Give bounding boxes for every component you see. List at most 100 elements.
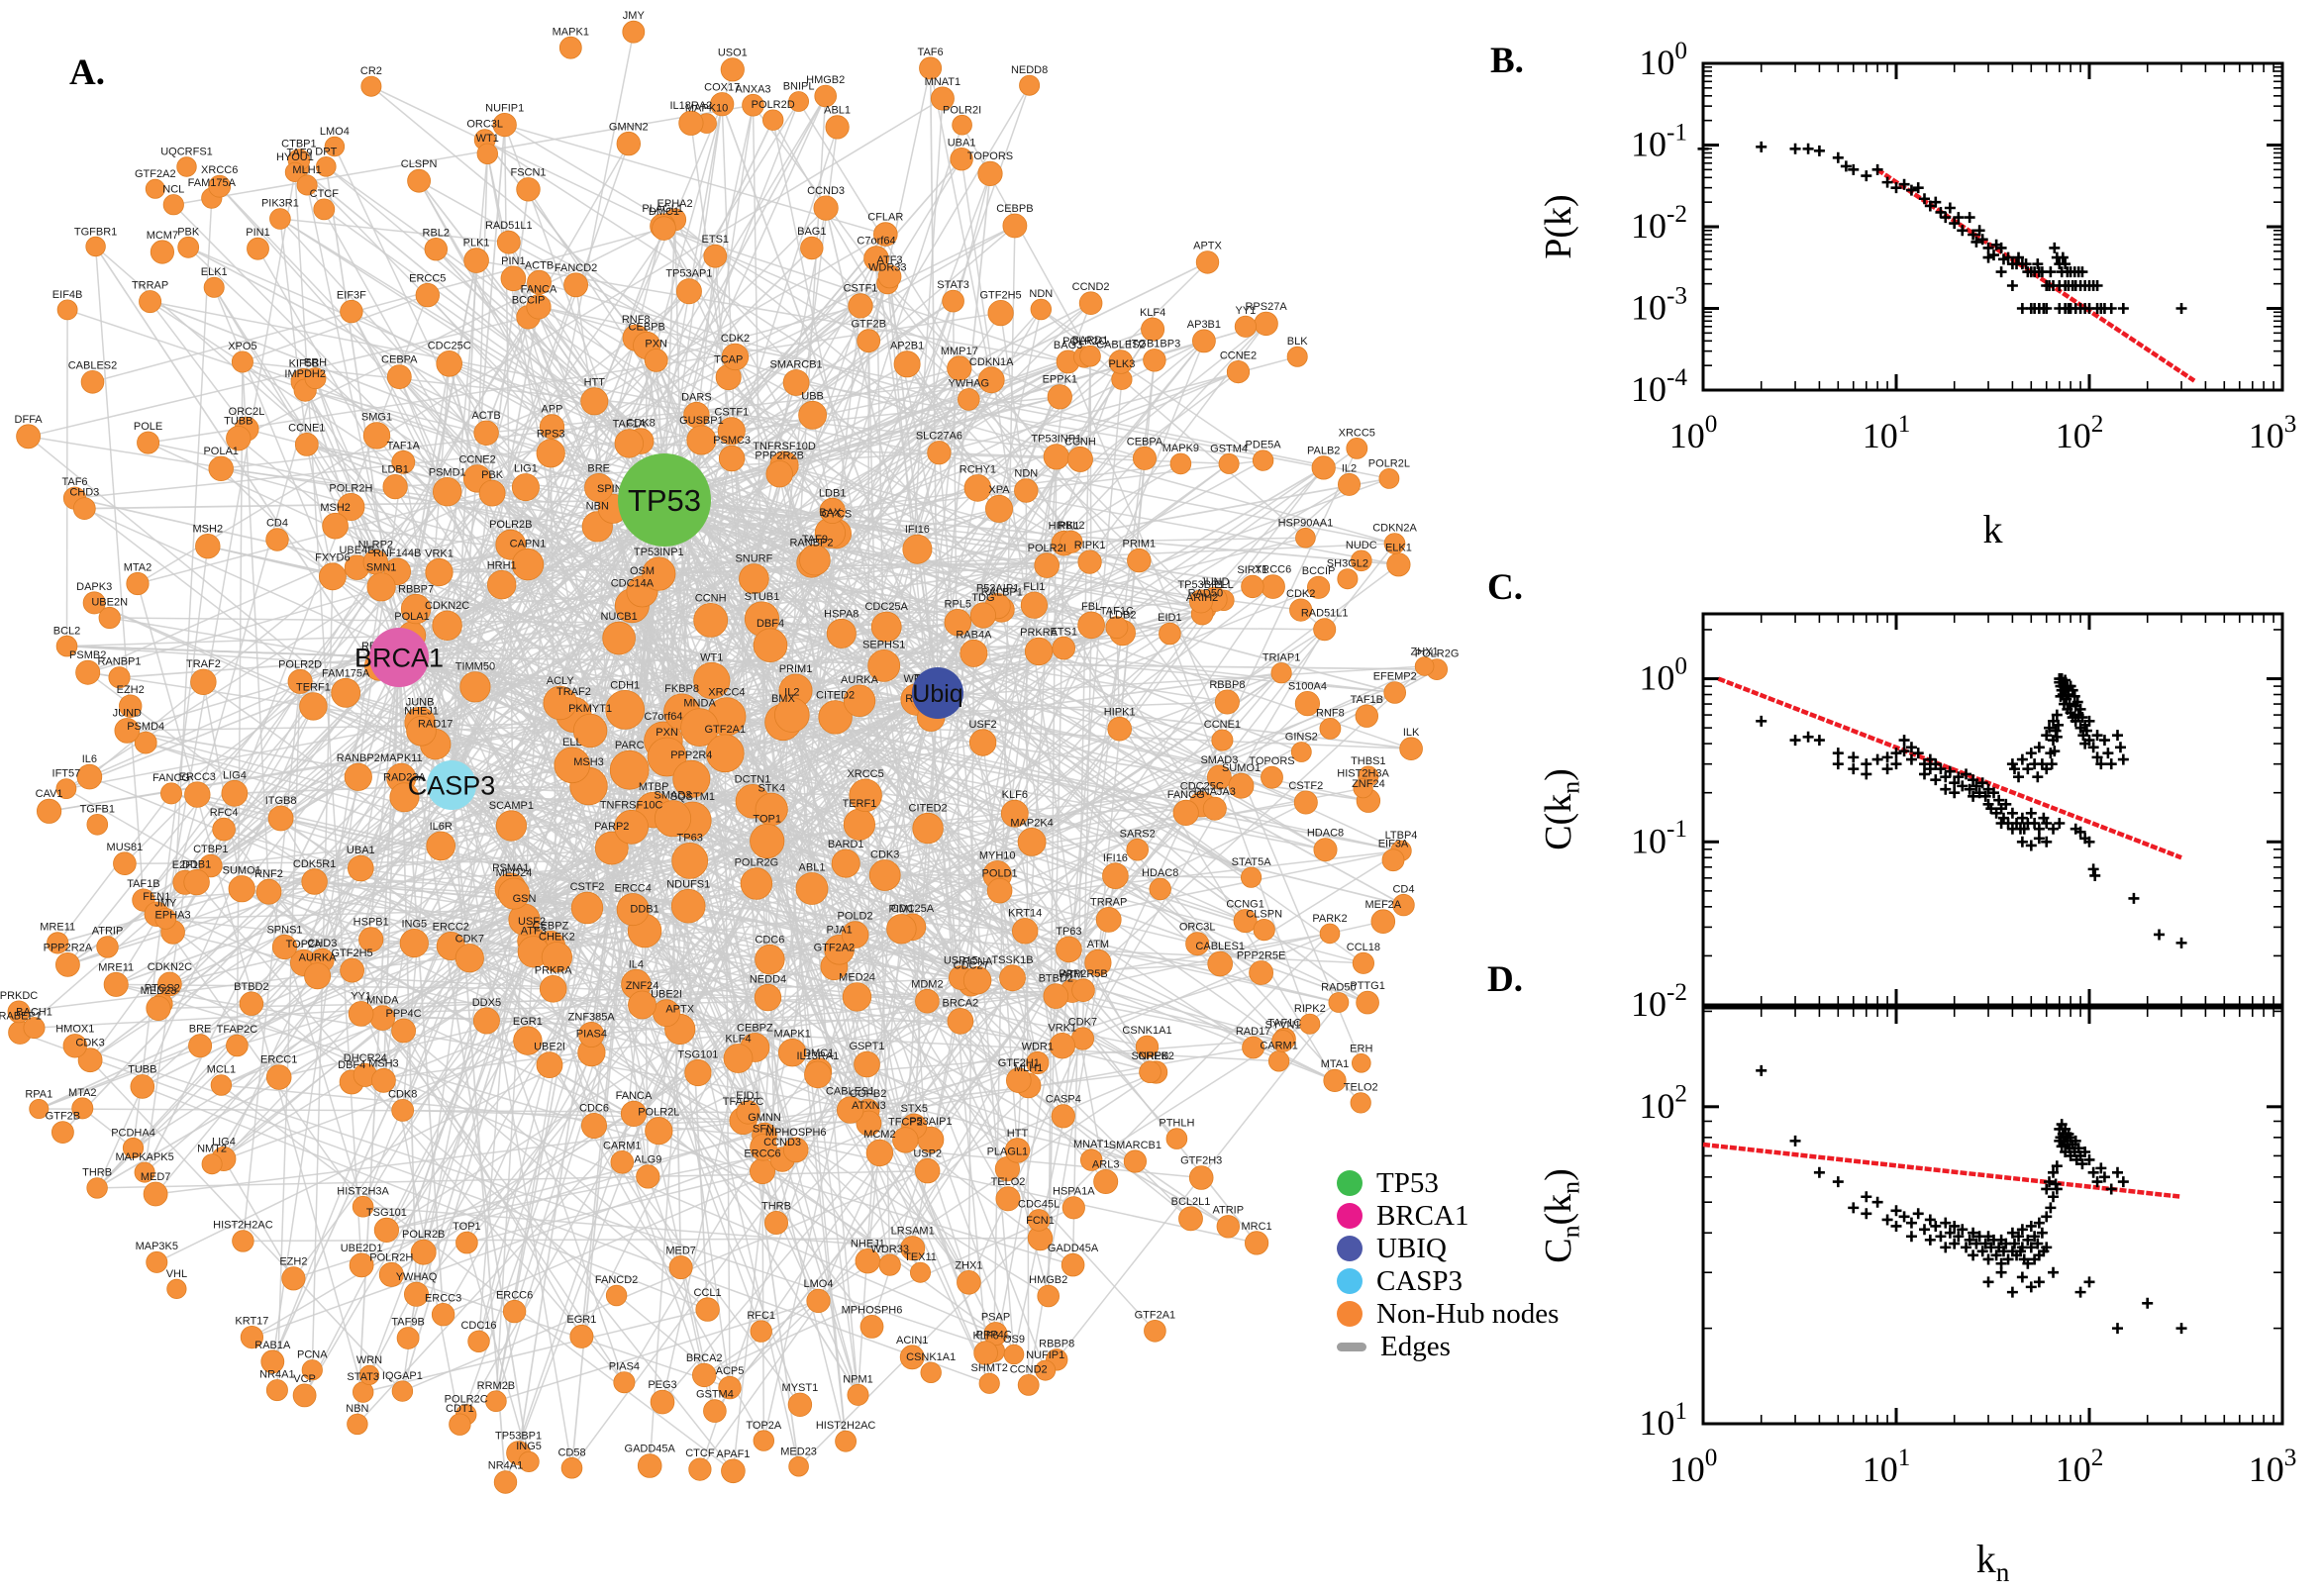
network-node: [80, 369, 105, 394]
data-point: [2114, 742, 2126, 753]
network-node: [425, 557, 454, 587]
network-node: [134, 1161, 155, 1183]
network-node: [432, 610, 462, 642]
network-node: [819, 497, 846, 525]
network-node-label: KIF5B: [289, 357, 320, 369]
network-node: [1079, 345, 1101, 367]
network-edge: [161, 499, 665, 1005]
network-edge: [119, 656, 400, 679]
network-node: [1078, 291, 1103, 316]
network-node: [1189, 589, 1214, 614]
network-edge: [65, 309, 68, 647]
network-node: [239, 991, 264, 1016]
network-edge: [351, 311, 573, 766]
network-node: [344, 762, 372, 791]
network-edge: [211, 784, 453, 1165]
network-node: [433, 477, 462, 507]
data-point: [2142, 1297, 2154, 1309]
network-edge: [236, 361, 244, 1047]
network-node: [1242, 1036, 1264, 1059]
network-node-label: P53AIP1: [909, 1116, 952, 1128]
network-node: [1084, 948, 1112, 977]
network-node: [382, 473, 408, 500]
network-edge: [164, 377, 317, 920]
network-node: [825, 115, 850, 140]
data-point: [2083, 1276, 2095, 1288]
network-node-label: TFAP2C: [217, 1024, 258, 1036]
network-node: [378, 1261, 404, 1287]
network-node-label: IMPDH2: [284, 368, 326, 380]
data-point: [1982, 1276, 1994, 1288]
data-point: [1912, 182, 1924, 194]
network-node: [795, 872, 829, 905]
network-node: [947, 1008, 974, 1035]
network-node-label: TRIAP1: [1262, 652, 1301, 664]
network-node-label: VHL: [166, 1268, 187, 1280]
tick-label: 101: [1863, 411, 1911, 455]
network-node: [23, 1017, 46, 1040]
network-node: [1370, 909, 1396, 934]
network-node: [1214, 689, 1240, 715]
network-edge: [663, 234, 886, 501]
network-node-label: THRB: [761, 1200, 791, 1212]
data-point: [1890, 1220, 1902, 1232]
network-node: [995, 1186, 1021, 1212]
network-node-label: STAT3: [347, 1371, 379, 1383]
data-point: [2032, 771, 2044, 783]
network-node-label: HYOU1: [276, 151, 314, 163]
network-edge: [334, 146, 631, 771]
legend-label: Non-Hub nodes: [1376, 1297, 1560, 1330]
data-point: [2033, 742, 2045, 753]
network-node-label: BMX: [771, 693, 796, 705]
network-node-label: CDC6: [755, 934, 784, 946]
data-point: [2105, 303, 2117, 314]
network-node: [16, 424, 42, 449]
network-edge: [523, 398, 969, 921]
network-node-label: C7orf64: [644, 711, 682, 723]
network-node: [145, 178, 165, 199]
network-edge: [280, 499, 665, 820]
network-node-label: ZNF24: [1352, 778, 1385, 790]
network-edge: [1090, 1001, 1340, 1161]
ubiq-dot-icon: [1337, 1236, 1363, 1261]
network-node-label: USF2: [518, 916, 546, 928]
network-node: [863, 246, 889, 271]
network-node: [1381, 848, 1405, 872]
network-node: [539, 974, 567, 1003]
network-node: [800, 236, 824, 260]
tick-label: 100: [1669, 411, 1718, 455]
network-node-label: WT1: [700, 651, 723, 663]
network-node-label: CDK7: [1068, 1017, 1097, 1029]
network-node-label: TAF9: [286, 148, 312, 159]
network-node: [788, 91, 809, 112]
network-edge: [397, 570, 1228, 703]
network-node-label: IL2: [1342, 462, 1357, 474]
network-node: [1252, 449, 1274, 471]
network-node: [610, 1150, 635, 1174]
network-node: [831, 848, 860, 878]
network-node-label: POLA1: [394, 611, 429, 623]
legend-item-brca1: BRCA1: [1337, 1201, 1559, 1230]
network-node: [318, 562, 347, 591]
network-node-label: AURKA: [841, 674, 879, 686]
data-point: [1832, 1176, 1844, 1188]
network-node-label: APP: [541, 404, 562, 416]
network-node-label: NUDC: [1346, 540, 1377, 551]
network-edge: [661, 1057, 740, 1403]
network-node-label: TAF1A: [387, 440, 421, 451]
network-edge: [676, 485, 1202, 603]
network-node: [628, 990, 656, 1020]
network-node: [739, 563, 769, 594]
network-node: [51, 1121, 74, 1144]
network-node: [1270, 662, 1292, 684]
network-edge: [451, 345, 648, 786]
network-node: [672, 759, 711, 798]
network-node-label: CDC25A: [891, 903, 935, 915]
network-node-label: PLAGL1: [987, 1146, 1029, 1157]
network-node-label: CCNH: [1064, 436, 1096, 448]
network-node-label: CEBPA: [381, 354, 418, 366]
data-point: [2089, 869, 2101, 881]
network-node: [86, 1177, 108, 1199]
network-edge: [775, 692, 939, 1224]
network-node: [787, 1392, 813, 1418]
